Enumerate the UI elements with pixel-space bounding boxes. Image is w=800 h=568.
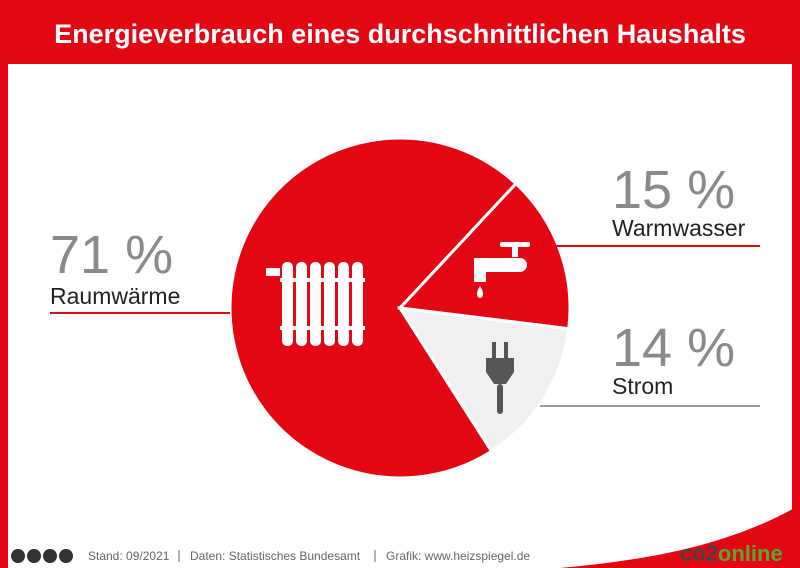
pie-slice [228,136,519,480]
plug-icon [486,342,514,414]
category-label: Strom [612,373,673,399]
tap-icon [474,242,530,298]
value-label: 14 % [612,318,735,378]
pie-slice [397,306,571,454]
pie [228,136,572,480]
pie-slice [396,181,572,331]
footer-source: Daten: Statistisches Bundesamt [190,549,361,563]
value-label: 71 % [50,225,173,285]
radiator-icon [266,262,365,346]
chart-title: Energieverbrauch eines durchschnittliche… [54,19,746,49]
footer-credit: Grafik: www.heizspiegel.de [386,549,530,563]
value-label: 15 % [612,160,735,220]
category-label: Warmwasser [612,215,746,241]
logo-co2: co2 [680,541,718,566]
logo: co2online [680,541,783,566]
corner-swoosh [560,505,800,568]
license-icons [11,549,73,563]
category-label: Raumwärme [50,283,180,309]
logo-online: online [718,541,783,566]
footer-stand: Stand: 09/2021 [88,549,170,563]
